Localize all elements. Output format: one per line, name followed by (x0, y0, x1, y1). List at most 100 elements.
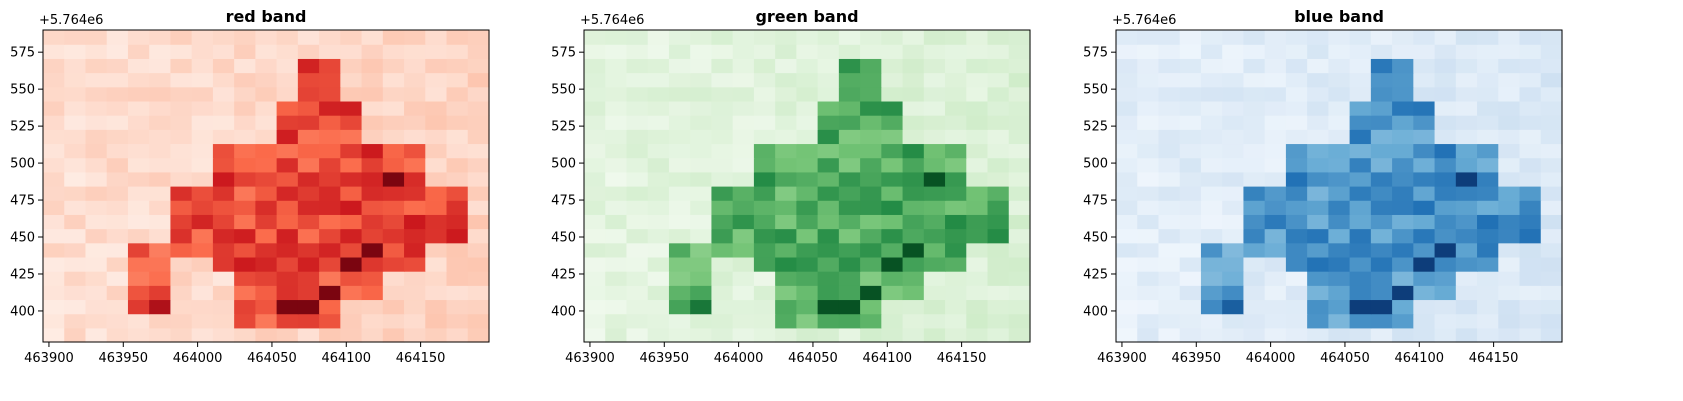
raster-cell (446, 58, 469, 74)
raster-cell (987, 327, 1010, 343)
raster-cell (1519, 313, 1542, 329)
raster-cell (796, 299, 819, 315)
raster-cell (796, 256, 819, 272)
x-tick-label: 464000 (1246, 351, 1296, 366)
raster-cell (255, 313, 278, 329)
raster-cell (753, 72, 776, 88)
raster-cell (1285, 86, 1308, 102)
raster-cell (966, 214, 989, 230)
raster-cell (1158, 143, 1181, 159)
raster-cell (446, 143, 469, 159)
raster-cell (732, 200, 755, 215)
raster-cell (1137, 143, 1160, 159)
raster-cell (860, 44, 882, 59)
raster-cell (711, 115, 734, 130)
raster-cell (212, 30, 235, 45)
raster-cell (340, 58, 363, 74)
raster-cell (446, 271, 469, 286)
raster-cell (64, 72, 87, 88)
raster-cell (234, 299, 256, 315)
raster-cell (1243, 200, 1266, 215)
raster-cell (64, 327, 87, 343)
raster-cell (945, 327, 967, 343)
raster-cell (668, 100, 691, 116)
raster-cell (923, 143, 946, 159)
raster-cell (1328, 313, 1351, 329)
raster-cell (605, 313, 628, 329)
raster-cell (1455, 327, 1478, 343)
raster-cell (1137, 214, 1160, 230)
raster-cell (987, 58, 1010, 74)
raster-cell (838, 58, 861, 74)
raster-cell (340, 299, 363, 315)
raster-cell (404, 271, 426, 286)
raster-cell (1455, 30, 1478, 45)
raster-cell (43, 271, 65, 286)
raster-cell (1008, 271, 1031, 286)
raster-cell (1307, 44, 1329, 59)
raster-cell (1243, 30, 1266, 45)
raster-cell (902, 44, 925, 59)
raster-cell (775, 299, 797, 315)
raster-cell (775, 285, 797, 301)
raster-cell (753, 157, 776, 173)
raster-cell (234, 44, 256, 59)
raster-cell (1222, 86, 1245, 102)
raster-cell (1243, 186, 1266, 201)
raster-cell (1413, 271, 1436, 286)
y-tick-label: 475 (10, 194, 35, 209)
raster-cell (1328, 271, 1351, 286)
raster-cell (212, 143, 235, 159)
raster-cell (1540, 30, 1563, 45)
raster-cell (297, 44, 320, 59)
raster-cell (382, 228, 405, 244)
raster-cell (340, 129, 363, 145)
raster-cell (881, 299, 904, 315)
raster-cell (1477, 115, 1499, 130)
raster-cell (446, 72, 469, 88)
raster-cell (1349, 228, 1372, 244)
raster-cell (1413, 129, 1436, 145)
raster-cell (64, 44, 87, 59)
x-tick-label: 464000 (173, 351, 223, 366)
raster-cell (382, 157, 405, 173)
raster-cell (966, 313, 989, 329)
raster-cell (234, 115, 256, 130)
raster-cell (1285, 285, 1308, 301)
raster-cell (234, 143, 256, 159)
raster-cell (382, 327, 405, 343)
raster-cell (85, 200, 108, 215)
raster-cell (319, 86, 341, 102)
raster-cell (297, 186, 320, 201)
raster-cell (945, 200, 967, 215)
raster-cell (966, 30, 989, 45)
raster-cell (1434, 171, 1457, 187)
raster-cell (711, 58, 734, 74)
raster-cell (467, 115, 490, 130)
raster-cell (1179, 242, 1202, 258)
raster-cell (1307, 129, 1329, 145)
raster-cell (1243, 171, 1266, 187)
raster-cell (297, 157, 320, 173)
raster-cell (1137, 157, 1160, 173)
raster-cell (838, 228, 861, 244)
raster-cell (1307, 157, 1329, 173)
raster-cell (817, 143, 840, 159)
raster-cell (732, 271, 755, 286)
raster-cell (1498, 171, 1521, 187)
raster-cell (85, 228, 108, 244)
raster-cell (1264, 72, 1287, 88)
raster-cell (297, 30, 320, 45)
raster-cell (584, 58, 606, 74)
raster-cell (966, 271, 989, 286)
raster-cell (1137, 256, 1160, 272)
raster-cell (1477, 58, 1499, 74)
raster-cell (1008, 200, 1031, 215)
raster-cell (1222, 157, 1245, 173)
raster-cell (149, 30, 172, 45)
raster-cell (467, 44, 490, 59)
raster-cell (1498, 242, 1521, 258)
raster-cell (467, 242, 490, 258)
raster-cell (404, 86, 426, 102)
raster-cell (1477, 171, 1499, 187)
